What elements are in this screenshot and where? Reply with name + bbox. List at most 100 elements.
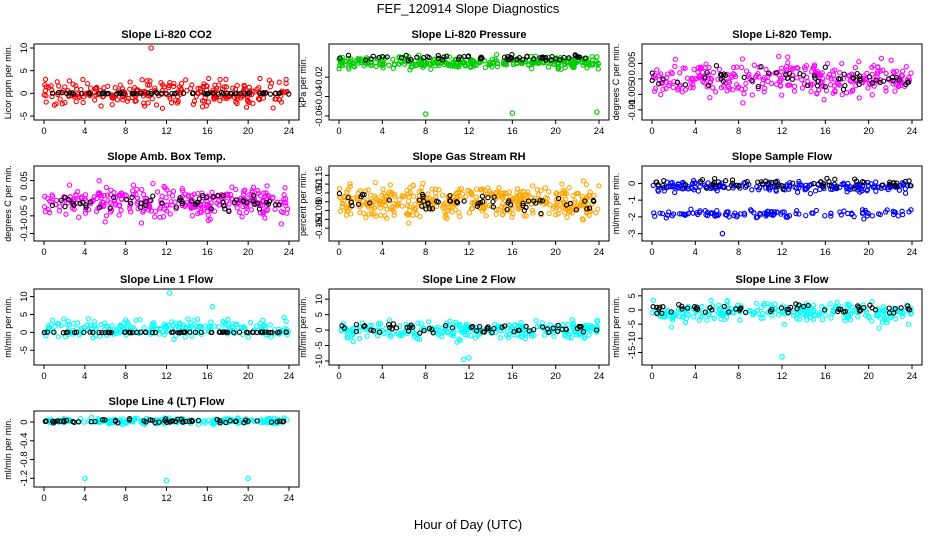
data-point — [791, 88, 798, 94]
data-point — [132, 98, 138, 104]
data-point — [53, 201, 59, 208]
data-point — [404, 324, 410, 330]
data-point — [141, 103, 148, 109]
data-point — [726, 309, 732, 315]
data-point — [708, 297, 714, 304]
data-point — [537, 197, 543, 203]
data-point — [191, 98, 198, 104]
data-point — [869, 80, 875, 86]
data-point — [270, 105, 276, 111]
data-point — [839, 91, 845, 98]
data-point — [269, 195, 276, 201]
x-tick-label: 24 — [594, 126, 605, 137]
data-point — [844, 185, 850, 192]
data-point — [687, 85, 693, 91]
data-point — [123, 193, 130, 199]
data-point — [233, 99, 239, 105]
data-point — [49, 317, 56, 323]
data-point — [860, 210, 866, 216]
data-point — [165, 85, 172, 91]
data-point — [785, 54, 791, 60]
data-point — [869, 298, 875, 305]
data-point — [137, 90, 144, 96]
data-point — [130, 191, 137, 198]
data-point — [351, 195, 357, 201]
data-point — [90, 335, 96, 341]
data-point — [663, 215, 669, 221]
data-point — [594, 54, 600, 60]
data-point — [731, 212, 737, 219]
data-point — [412, 201, 418, 207]
data-point — [509, 214, 515, 220]
data-point — [679, 306, 685, 312]
data-point — [581, 335, 588, 341]
data-point — [584, 326, 591, 332]
x-tick-label: 20 — [243, 247, 254, 258]
data-point — [364, 333, 370, 339]
data-point — [811, 73, 818, 79]
data-point — [204, 202, 210, 208]
data-point — [108, 329, 114, 336]
data-point — [230, 321, 236, 327]
data-point — [811, 65, 817, 71]
data-point — [250, 198, 256, 204]
data-point — [436, 62, 442, 69]
x-tick-label: 0 — [649, 126, 654, 137]
data-point — [850, 75, 856, 81]
data-point — [76, 419, 82, 425]
data-point — [877, 79, 883, 86]
data-point — [447, 192, 453, 199]
y-tick-label: 5 — [627, 293, 638, 298]
data-point — [395, 201, 402, 207]
data-point — [556, 207, 562, 213]
data-point — [147, 417, 153, 423]
data-point — [361, 192, 367, 198]
data-point — [263, 419, 269, 425]
data-point — [434, 203, 440, 210]
data-point — [690, 84, 696, 91]
data-point — [92, 97, 98, 103]
data-point — [589, 53, 595, 60]
y-tick-label: 0 — [19, 330, 30, 335]
data-point — [749, 187, 755, 193]
data-point — [815, 78, 821, 84]
data-point — [342, 194, 348, 201]
x-tick-label: 16 — [820, 247, 831, 258]
data-point — [417, 330, 423, 336]
data-point — [669, 70, 675, 77]
data-point — [343, 189, 350, 195]
data-point — [842, 318, 848, 324]
data-point — [443, 59, 449, 66]
data-point — [406, 220, 412, 226]
data-point — [153, 89, 159, 96]
data-point — [406, 194, 412, 200]
data-point — [580, 329, 587, 335]
data-point — [550, 325, 556, 331]
data-point — [882, 209, 889, 215]
data-point — [129, 90, 135, 97]
data-point — [874, 313, 880, 319]
data-point — [127, 79, 133, 85]
x-tick-label: 8 — [736, 247, 741, 258]
x-tick-label: 16 — [202, 126, 213, 137]
data-point — [283, 329, 290, 335]
data-point — [197, 209, 203, 215]
data-point — [566, 55, 572, 61]
y-tick-label: 5 — [19, 312, 30, 317]
data-point — [565, 321, 571, 328]
data-point — [127, 330, 133, 336]
outlier-point — [166, 290, 173, 296]
data-point — [166, 82, 172, 89]
data-point — [226, 201, 232, 207]
data-point — [450, 333, 457, 339]
panel-title: Slope Gas Stream RH — [412, 151, 525, 163]
data-point — [377, 212, 384, 218]
data-point — [898, 305, 904, 311]
data-point — [454, 200, 461, 206]
data-point — [453, 199, 460, 205]
data-point — [864, 70, 870, 76]
data-point — [546, 189, 552, 195]
data-point — [359, 192, 366, 198]
data-point — [562, 64, 568, 71]
data-point — [128, 200, 134, 207]
